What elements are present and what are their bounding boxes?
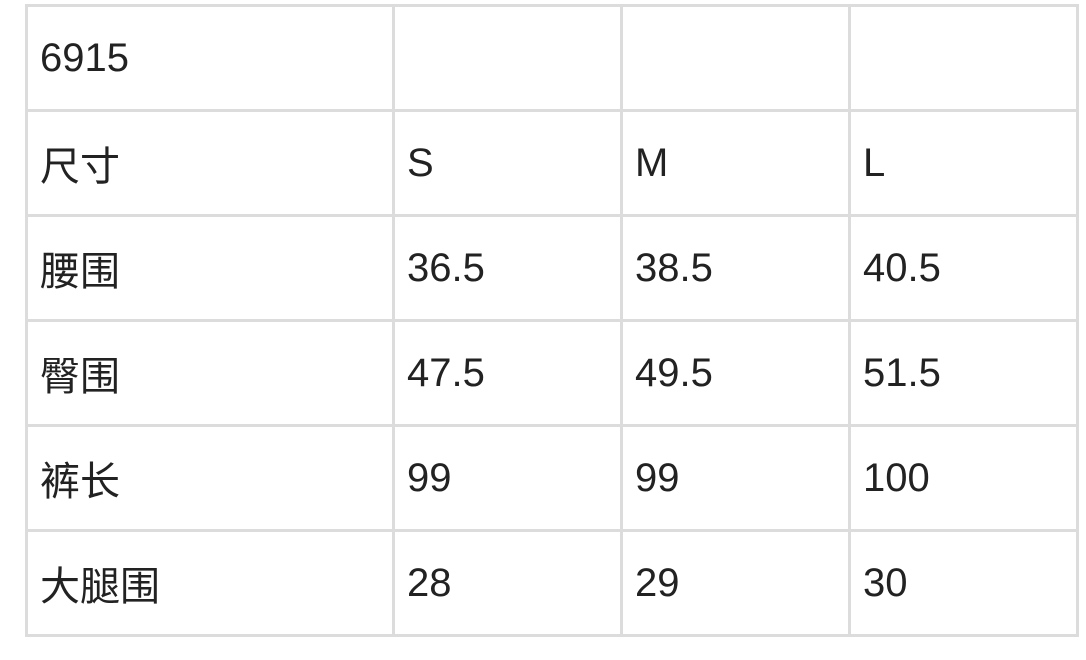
table-cell: 6915	[25, 4, 395, 112]
header-row: 尺寸 S M L	[25, 109, 1079, 217]
table-cell: 臀围	[25, 319, 395, 427]
table-cell: 裤长	[25, 424, 395, 532]
table-cell	[392, 4, 623, 112]
table-row: 裤长 99 99 100	[25, 424, 1079, 532]
table-row: 大腿围 28 29 30	[25, 529, 1079, 637]
table-cell: 大腿围	[25, 529, 395, 637]
table-cell: M	[620, 109, 851, 217]
table-cell: 29	[620, 529, 851, 637]
table-cell: 47.5	[392, 319, 623, 427]
table-cell: 99	[620, 424, 851, 532]
table-cell: L	[848, 109, 1079, 217]
table-cell: 28	[392, 529, 623, 637]
table-cell: 40.5	[848, 214, 1079, 322]
table-cell: 30	[848, 529, 1079, 637]
table-row: 臀围 47.5 49.5 51.5	[25, 319, 1079, 427]
table-cell: 38.5	[620, 214, 851, 322]
table-row: 腰围 36.5 38.5 40.5	[25, 214, 1079, 322]
table-cell: 49.5	[620, 319, 851, 427]
table-cell: 51.5	[848, 319, 1079, 427]
table-cell: S	[392, 109, 623, 217]
table-cell: 99	[392, 424, 623, 532]
table-cell	[620, 4, 851, 112]
table-cell	[848, 4, 1079, 112]
table-cell: 尺寸	[25, 109, 395, 217]
title-row: 6915	[25, 4, 1079, 112]
table-cell: 100	[848, 424, 1079, 532]
size-chart-table: 6915 尺寸 S M L 腰围 36.5 38.5 40.5 臀围 47.5 49.5 51.5 裤长 9…	[25, 4, 1079, 637]
table-cell: 腰围	[25, 214, 395, 322]
table-cell: 36.5	[392, 214, 623, 322]
